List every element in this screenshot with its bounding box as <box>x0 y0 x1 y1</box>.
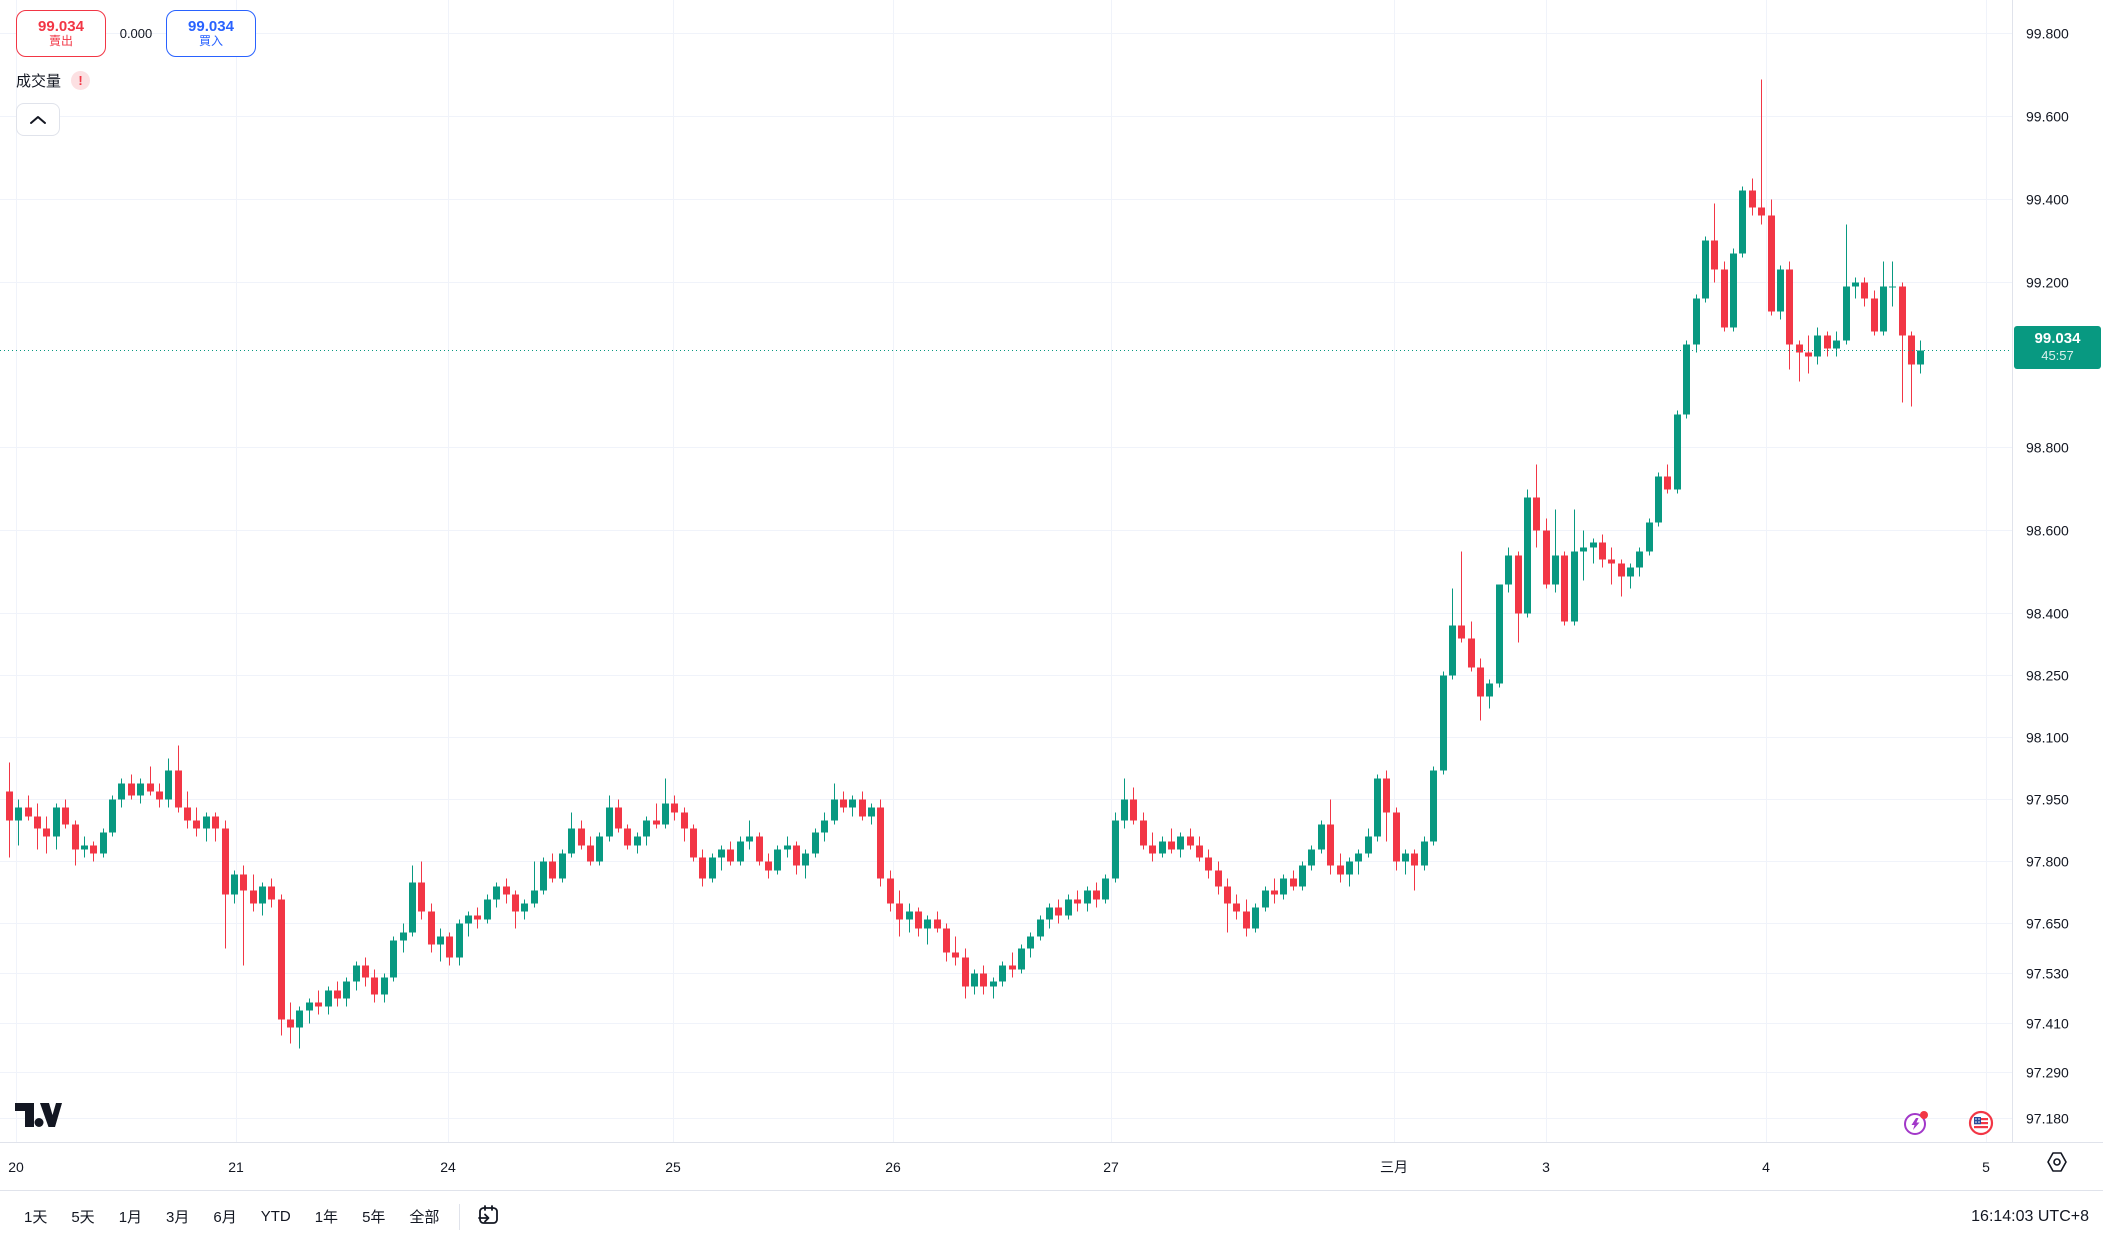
svg-text:98.250: 98.250 <box>2026 668 2069 684</box>
buy-label: 買入 <box>198 34 223 49</box>
candle-countdown: 45:57 <box>2041 348 2074 364</box>
us-economic-event-icon[interactable] <box>1968 1110 1994 1136</box>
range-button-1年[interactable]: 1年 <box>305 1201 348 1232</box>
sell-price: 99.034 <box>38 17 84 35</box>
buy-button[interactable]: 99.034 買入 <box>166 10 256 57</box>
svg-text:98.400: 98.400 <box>2026 606 2069 622</box>
svg-text:26: 26 <box>885 1159 901 1175</box>
go-to-date-button[interactable] <box>470 1201 506 1232</box>
buy-price: 99.034 <box>188 17 234 35</box>
svg-text:97.180: 97.180 <box>2026 1111 2069 1127</box>
range-button-全部[interactable]: 全部 <box>399 1201 449 1232</box>
bottom-toolbar: 1天 5天 1月 3月 6月 YTD 1年 5年 全部 16:14:03 UTC+8 <box>0 1191 2103 1242</box>
toolbar-divider <box>459 1203 461 1230</box>
svg-text:99.400: 99.400 <box>2026 192 2069 208</box>
ideas-lightning-icon[interactable] <box>1903 1110 1929 1136</box>
svg-text:99.600: 99.600 <box>2026 109 2069 125</box>
range-button-5年[interactable]: 5年 <box>352 1201 395 1232</box>
svg-text:97.530: 97.530 <box>2026 966 2069 982</box>
tradingview-logo-icon[interactable] <box>14 1097 62 1135</box>
volume-indicator-label: 成交量 <box>16 73 62 90</box>
range-button-5天[interactable]: 5天 <box>61 1201 104 1232</box>
svg-text:24: 24 <box>440 1159 456 1175</box>
svg-text:97.800: 97.800 <box>2026 854 2069 870</box>
price-axis[interactable] <box>2012 0 2103 1142</box>
svg-text:97.650: 97.650 <box>2026 916 2069 932</box>
sell-button[interactable]: 99.034 賣出 <box>16 10 106 57</box>
range-button-YTD[interactable]: YTD <box>251 1203 301 1230</box>
svg-text:4: 4 <box>1762 1159 1770 1175</box>
last-price-badge: 99.034 45:57 <box>2014 325 2101 369</box>
range-button-6月[interactable]: 6月 <box>203 1201 246 1232</box>
price-axis-labels: 99.800 99.600 99.400 99.200 98.800 98.600 98.4… <box>2026 26 2069 1127</box>
svg-text:98.800: 98.800 <box>2026 440 2069 456</box>
trade-panel: 99.034 賣出 0.000 99.034 買入 <box>16 10 256 57</box>
time-axis-labels: 20 21 24 25 26 27 三月 3 4 5 <box>8 1159 1990 1175</box>
spread-value: 0.000 <box>119 26 153 41</box>
svg-text:99.800: 99.800 <box>2026 26 2069 42</box>
svg-text:三月: 三月 <box>1380 1159 1408 1175</box>
time-axis[interactable] <box>0 1142 2012 1190</box>
chevron-up-icon <box>30 115 46 124</box>
range-button-1月[interactable]: 1月 <box>109 1201 152 1232</box>
chart-event-icons <box>1903 1110 1994 1136</box>
svg-text:21: 21 <box>228 1159 244 1175</box>
svg-text:3: 3 <box>1542 1159 1550 1175</box>
indicator-legend: 成交量 ! <box>16 70 91 91</box>
range-buttons: 1天 5天 1月 3月 6月 YTD 1年 5年 全部 <box>14 1201 449 1232</box>
svg-text:5: 5 <box>1982 1159 1990 1175</box>
range-button-1天[interactable]: 1天 <box>14 1201 57 1232</box>
svg-text:99.200: 99.200 <box>2026 275 2069 291</box>
timezone-clock[interactable]: 16:14:03 UTC+8 <box>1971 1207 2089 1225</box>
svg-text:97.410: 97.410 <box>2026 1016 2069 1032</box>
calendar-icon <box>478 1205 499 1224</box>
range-button-3月[interactable]: 3月 <box>156 1201 199 1232</box>
expand-pane-button[interactable] <box>16 103 60 136</box>
axis-settings-gear-icon[interactable] <box>2045 1150 2069 1174</box>
svg-text:97.290: 97.290 <box>2026 1065 2069 1081</box>
svg-text:97.950: 97.950 <box>2026 792 2069 808</box>
sell-label: 賣出 <box>48 34 73 49</box>
svg-text:25: 25 <box>665 1159 681 1175</box>
axis-borders <box>0 0 2103 1191</box>
candlestick-series <box>6 79 1924 1049</box>
last-price-value: 99.034 <box>2034 329 2081 347</box>
svg-text:20: 20 <box>8 1159 24 1175</box>
svg-text:98.600: 98.600 <box>2026 523 2069 539</box>
indicator-warning-icon[interactable]: ! <box>71 71 91 90</box>
svg-text:98.100: 98.100 <box>2026 730 2069 746</box>
svg-text:27: 27 <box>1103 1159 1119 1175</box>
